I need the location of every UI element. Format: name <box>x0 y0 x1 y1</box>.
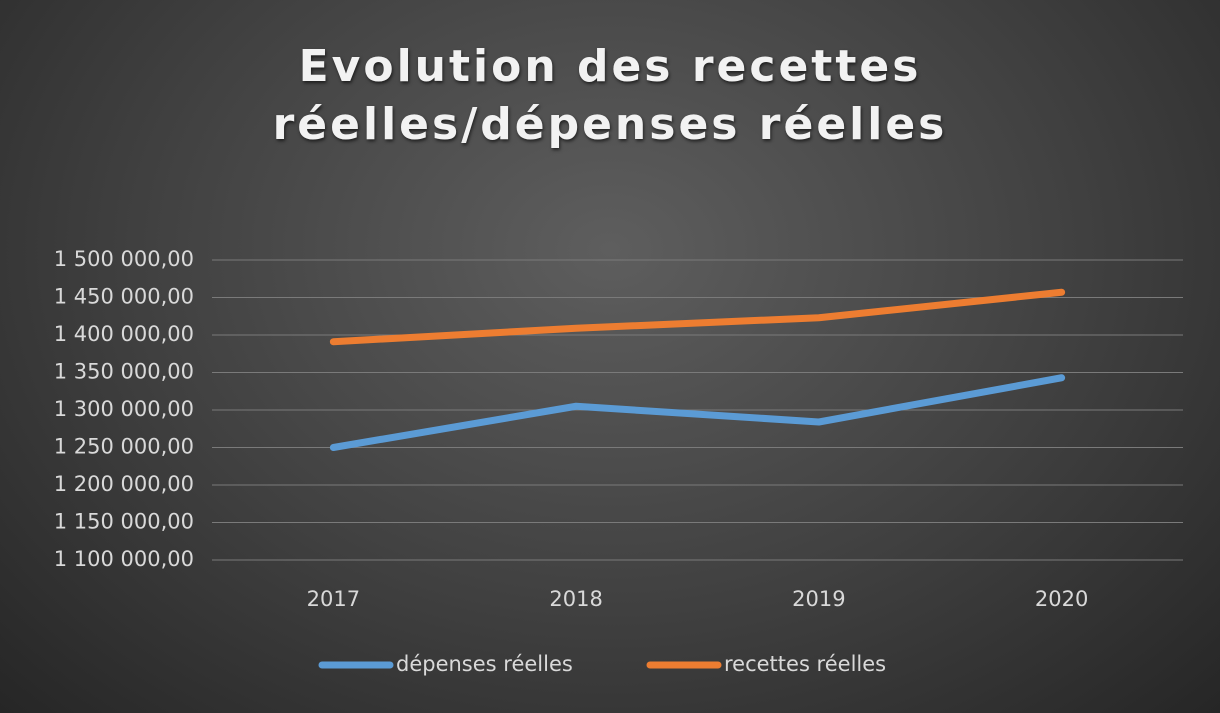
y-tick-label: 1 200 000,00 <box>54 472 194 496</box>
y-tick-label: 1 400 000,00 <box>54 322 194 346</box>
y-tick-label: 1 450 000,00 <box>54 285 194 309</box>
series-line <box>329 374 1066 451</box>
y-tick-label: 1 150 000,00 <box>54 510 194 534</box>
series-line <box>329 288 1066 346</box>
y-tick-label: 1 250 000,00 <box>54 435 194 459</box>
x-tick-label: 2020 <box>1035 587 1088 611</box>
y-tick-label: 1 500 000,00 <box>54 247 194 271</box>
x-tick-label: 2018 <box>549 587 602 611</box>
x-tick-label: 2019 <box>792 587 845 611</box>
legend-label: recettes réelles <box>724 652 886 676</box>
y-tick-label: 1 100 000,00 <box>54 547 194 571</box>
y-tick-label: 1 350 000,00 <box>54 360 194 384</box>
x-tick-label: 2017 <box>307 587 360 611</box>
y-tick-label: 1 300 000,00 <box>54 397 194 421</box>
chart-title: Evolution des recettes réelles/dépenses … <box>272 41 948 150</box>
legend-label: dépenses réelles <box>396 652 573 676</box>
